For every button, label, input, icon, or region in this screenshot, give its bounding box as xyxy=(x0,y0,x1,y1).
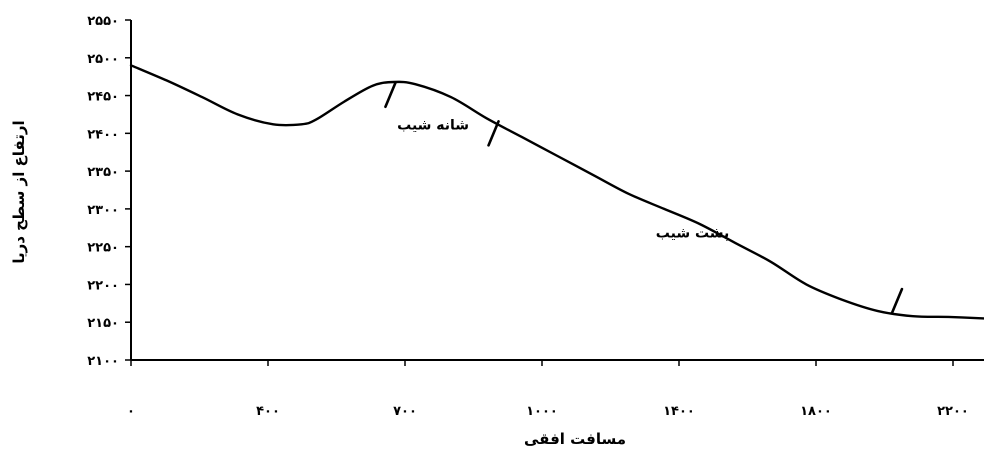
y-axis-title: ارتفاع از سطح دریا xyxy=(10,120,28,263)
x-axis-title: مسافت افقی xyxy=(524,430,626,448)
annotation-0: شانه شیب xyxy=(397,118,469,134)
x-tick-label-6: ۲۲۰۰ xyxy=(937,404,969,419)
y-tick-label-6: ۲۴۰۰ xyxy=(87,127,119,142)
y-tick-label-7: ۲۴۵۰ xyxy=(87,90,119,105)
x-tick-label-5: ۱۸۰۰ xyxy=(800,404,832,419)
y-tick-label-8: ۲۵۰۰ xyxy=(87,52,119,67)
x-tick-label-3: ۱۰۰۰ xyxy=(526,404,558,419)
y-tick-label-4: ۲۳۰۰ xyxy=(87,203,119,218)
x-tick-label-2: ۷۰۰ xyxy=(393,404,417,419)
axis-ticks xyxy=(125,19,954,366)
x-tick-label-4: ۱۴۰۰ xyxy=(663,404,695,419)
y-tick-labels: ۲۱۰۰ ۲۱۵۰ ۲۲۰۰ ۲۲۵۰ ۲۳۰۰ ۲۳۵۰ ۲۴۰۰ ۲۴۵۰ ۲۵۰۰ ۲۵۵۰ xyxy=(87,14,119,369)
y-tick-label-1: ۲۱۵۰ xyxy=(87,316,119,331)
y-tick-label-5: ۲۳۵۰ xyxy=(87,165,119,180)
y-tick-label-9: ۲۵۵۰ xyxy=(87,14,119,29)
slope-marker-0 xyxy=(384,81,397,109)
y-tick-label-0: ۲۱۰۰ xyxy=(87,354,119,369)
y-tick-label-2: ۲۲۰۰ xyxy=(87,278,119,293)
y-tick-label-3: ۲۲۵۰ xyxy=(87,241,119,256)
slope-markers xyxy=(384,81,904,315)
slope-marker-1 xyxy=(487,120,500,147)
x-tick-label-1: ۴۰۰ xyxy=(256,404,280,419)
annotations: شانه شیب پشت شیب xyxy=(397,118,729,242)
x-tick-label-0: ۰ xyxy=(127,404,135,419)
series-line xyxy=(129,64,984,320)
slope-marker-2 xyxy=(890,287,904,315)
x-tick-labels: ۰ ۴۰۰ ۷۰۰ ۱۰۰۰ ۱۴۰۰ ۱۸۰۰ ۲۲۰۰ xyxy=(127,404,969,419)
annotation-1: پشت شیب xyxy=(656,226,730,242)
